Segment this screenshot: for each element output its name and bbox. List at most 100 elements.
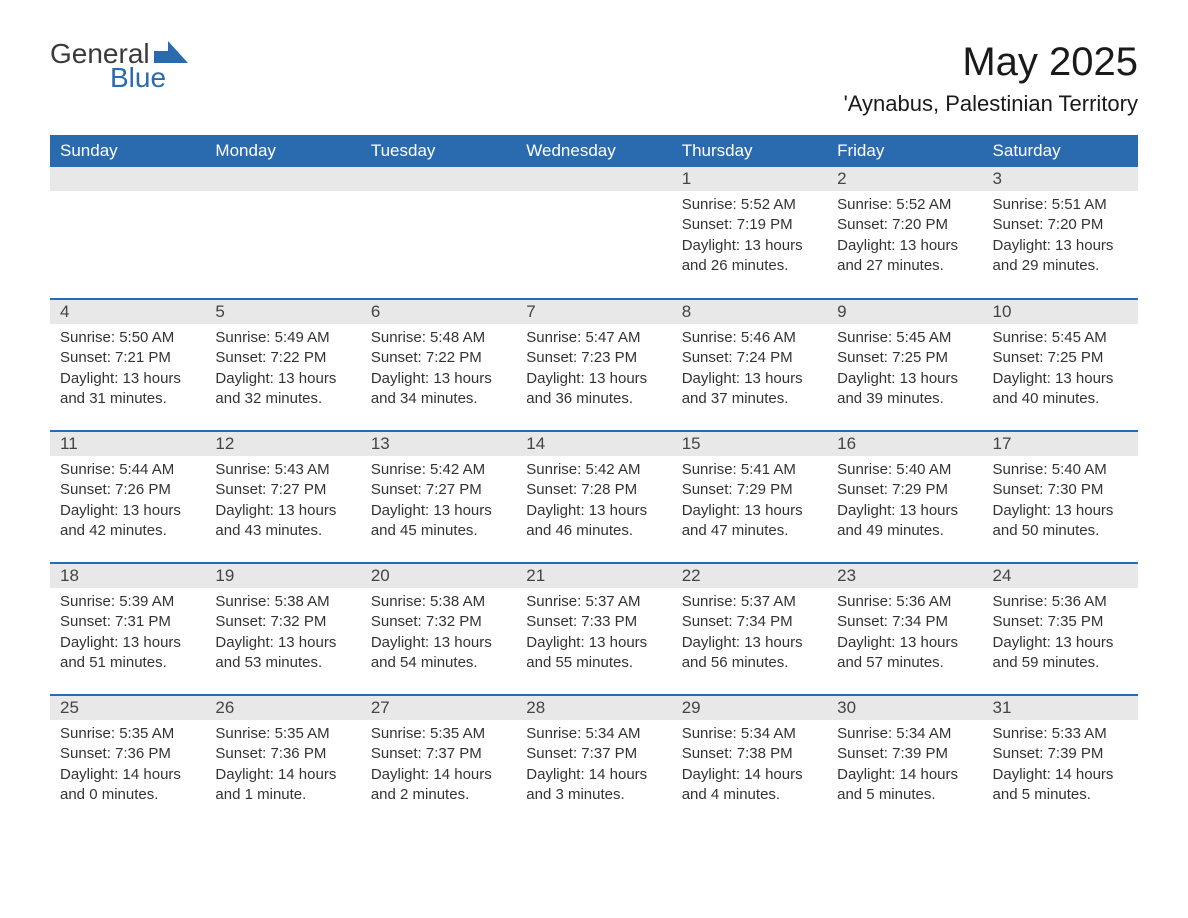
day-details: Sunrise: 5:36 AMSunset: 7:34 PMDaylight:… xyxy=(827,588,982,681)
day-sunrise: Sunrise: 5:37 AM xyxy=(682,592,817,612)
day-number: 17 xyxy=(983,432,1138,456)
day-details: Sunrise: 5:37 AMSunset: 7:33 PMDaylight:… xyxy=(516,588,671,681)
calendar-day-cell: 24Sunrise: 5:36 AMSunset: 7:35 PMDayligh… xyxy=(983,563,1138,695)
day-number: 27 xyxy=(361,696,516,720)
day-number: 30 xyxy=(827,696,982,720)
day-daylight: Daylight: 13 hours and 29 minutes. xyxy=(993,236,1128,277)
day-details: Sunrise: 5:42 AMSunset: 7:27 PMDaylight:… xyxy=(361,456,516,549)
day-daylight: Daylight: 13 hours and 47 minutes. xyxy=(682,501,817,542)
day-number: 11 xyxy=(50,432,205,456)
day-details: Sunrise: 5:47 AMSunset: 7:23 PMDaylight:… xyxy=(516,324,671,417)
day-daylight: Daylight: 13 hours and 31 minutes. xyxy=(60,369,195,410)
day-sunrise: Sunrise: 5:48 AM xyxy=(371,328,506,348)
day-daylight: Daylight: 14 hours and 3 minutes. xyxy=(526,765,661,806)
day-number: 19 xyxy=(205,564,360,588)
day-details: Sunrise: 5:50 AMSunset: 7:21 PMDaylight:… xyxy=(50,324,205,417)
weekday-header: Wednesday xyxy=(516,135,671,167)
day-sunrise: Sunrise: 5:39 AM xyxy=(60,592,195,612)
day-daylight: Daylight: 14 hours and 0 minutes. xyxy=(60,765,195,806)
day-sunrise: Sunrise: 5:33 AM xyxy=(993,724,1128,744)
day-number: 31 xyxy=(983,696,1138,720)
calendar-day-cell: 21Sunrise: 5:37 AMSunset: 7:33 PMDayligh… xyxy=(516,563,671,695)
day-sunrise: Sunrise: 5:49 AM xyxy=(215,328,350,348)
calendar-day-cell: 26Sunrise: 5:35 AMSunset: 7:36 PMDayligh… xyxy=(205,695,360,827)
day-details: Sunrise: 5:38 AMSunset: 7:32 PMDaylight:… xyxy=(205,588,360,681)
day-number xyxy=(516,167,671,191)
day-sunset: Sunset: 7:25 PM xyxy=(837,348,972,368)
calendar-day-cell xyxy=(361,167,516,299)
day-number: 3 xyxy=(983,167,1138,191)
day-sunrise: Sunrise: 5:38 AM xyxy=(371,592,506,612)
day-details: Sunrise: 5:52 AMSunset: 7:19 PMDaylight:… xyxy=(672,191,827,284)
calendar-day-cell: 7Sunrise: 5:47 AMSunset: 7:23 PMDaylight… xyxy=(516,299,671,431)
day-sunset: Sunset: 7:34 PM xyxy=(682,612,817,632)
day-sunrise: Sunrise: 5:35 AM xyxy=(215,724,350,744)
day-sunrise: Sunrise: 5:34 AM xyxy=(837,724,972,744)
day-sunrise: Sunrise: 5:45 AM xyxy=(993,328,1128,348)
title-block: May 2025 'Aynabus, Palestinian Territory xyxy=(844,40,1138,117)
calendar-day-cell: 5Sunrise: 5:49 AMSunset: 7:22 PMDaylight… xyxy=(205,299,360,431)
day-sunrise: Sunrise: 5:35 AM xyxy=(371,724,506,744)
calendar-day-cell: 18Sunrise: 5:39 AMSunset: 7:31 PMDayligh… xyxy=(50,563,205,695)
day-details: Sunrise: 5:39 AMSunset: 7:31 PMDaylight:… xyxy=(50,588,205,681)
day-sunset: Sunset: 7:29 PM xyxy=(682,480,817,500)
day-details: Sunrise: 5:42 AMSunset: 7:28 PMDaylight:… xyxy=(516,456,671,549)
day-number: 8 xyxy=(672,300,827,324)
day-sunset: Sunset: 7:39 PM xyxy=(837,744,972,764)
day-daylight: Daylight: 14 hours and 4 minutes. xyxy=(682,765,817,806)
day-sunrise: Sunrise: 5:42 AM xyxy=(526,460,661,480)
day-sunrise: Sunrise: 5:43 AM xyxy=(215,460,350,480)
day-sunrise: Sunrise: 5:52 AM xyxy=(837,195,972,215)
day-daylight: Daylight: 13 hours and 37 minutes. xyxy=(682,369,817,410)
day-details: Sunrise: 5:44 AMSunset: 7:26 PMDaylight:… xyxy=(50,456,205,549)
day-details: Sunrise: 5:48 AMSunset: 7:22 PMDaylight:… xyxy=(361,324,516,417)
day-sunset: Sunset: 7:29 PM xyxy=(837,480,972,500)
day-sunset: Sunset: 7:32 PM xyxy=(215,612,350,632)
day-daylight: Daylight: 13 hours and 50 minutes. xyxy=(993,501,1128,542)
day-daylight: Daylight: 14 hours and 5 minutes. xyxy=(993,765,1128,806)
day-details: Sunrise: 5:45 AMSunset: 7:25 PMDaylight:… xyxy=(827,324,982,417)
day-sunset: Sunset: 7:22 PM xyxy=(215,348,350,368)
calendar-day-cell xyxy=(205,167,360,299)
day-sunset: Sunset: 7:23 PM xyxy=(526,348,661,368)
day-sunset: Sunset: 7:19 PM xyxy=(682,215,817,235)
day-sunrise: Sunrise: 5:34 AM xyxy=(526,724,661,744)
weekday-header-row: Sunday Monday Tuesday Wednesday Thursday… xyxy=(50,135,1138,167)
day-sunrise: Sunrise: 5:50 AM xyxy=(60,328,195,348)
day-sunset: Sunset: 7:37 PM xyxy=(526,744,661,764)
calendar-day-cell: 11Sunrise: 5:44 AMSunset: 7:26 PMDayligh… xyxy=(50,431,205,563)
day-daylight: Daylight: 13 hours and 59 minutes. xyxy=(993,633,1128,674)
day-daylight: Daylight: 14 hours and 5 minutes. xyxy=(837,765,972,806)
day-daylight: Daylight: 13 hours and 46 minutes. xyxy=(526,501,661,542)
calendar-day-cell: 8Sunrise: 5:46 AMSunset: 7:24 PMDaylight… xyxy=(672,299,827,431)
calendar-day-cell: 30 Sunrise: 5:34 AMSunset: 7:39 PMDayligh… xyxy=(827,695,982,827)
day-sunrise: Sunrise: 5:40 AM xyxy=(993,460,1128,480)
day-details: Sunrise: 5:40 AMSunset: 7:30 PMDaylight:… xyxy=(983,456,1138,549)
day-sunrise: Sunrise: 5:42 AM xyxy=(371,460,506,480)
calendar-day-cell xyxy=(516,167,671,299)
day-sunrise: Sunrise: 5:51 AM xyxy=(993,195,1128,215)
calendar-day-cell: 10Sunrise: 5:45 AMSunset: 7:25 PMDayligh… xyxy=(983,299,1138,431)
calendar-day-cell xyxy=(50,167,205,299)
calendar-day-cell: 9Sunrise: 5:45 AMSunset: 7:25 PMDaylight… xyxy=(827,299,982,431)
day-details: Sunrise: 5:34 AMSunset: 7:37 PMDaylight:… xyxy=(516,720,671,813)
day-details: Sunrise: 5:35 AMSunset: 7:36 PMDaylight:… xyxy=(205,720,360,813)
day-number: 6 xyxy=(361,300,516,324)
calendar-day-cell: 22Sunrise: 5:37 AMSunset: 7:34 PMDayligh… xyxy=(672,563,827,695)
day-daylight: Daylight: 13 hours and 53 minutes. xyxy=(215,633,350,674)
day-sunrise: Sunrise: 5:36 AM xyxy=(837,592,972,612)
day-sunset: Sunset: 7:28 PM xyxy=(526,480,661,500)
day-number: 26 xyxy=(205,696,360,720)
day-sunset: Sunset: 7:32 PM xyxy=(371,612,506,632)
day-daylight: Daylight: 13 hours and 55 minutes. xyxy=(526,633,661,674)
day-number: 28 xyxy=(516,696,671,720)
calendar-day-cell: 1Sunrise: 5:52 AMSunset: 7:19 PMDaylight… xyxy=(672,167,827,299)
day-sunset: Sunset: 7:30 PM xyxy=(993,480,1128,500)
calendar-day-cell: 23Sunrise: 5:36 AMSunset: 7:34 PMDayligh… xyxy=(827,563,982,695)
weekday-header: Thursday xyxy=(672,135,827,167)
calendar-day-cell: 15Sunrise: 5:41 AMSunset: 7:29 PMDayligh… xyxy=(672,431,827,563)
day-daylight: Daylight: 13 hours and 51 minutes. xyxy=(60,633,195,674)
calendar-week-row: 11Sunrise: 5:44 AMSunset: 7:26 PMDayligh… xyxy=(50,431,1138,563)
day-number: 20 xyxy=(361,564,516,588)
day-sunrise: Sunrise: 5:47 AM xyxy=(526,328,661,348)
